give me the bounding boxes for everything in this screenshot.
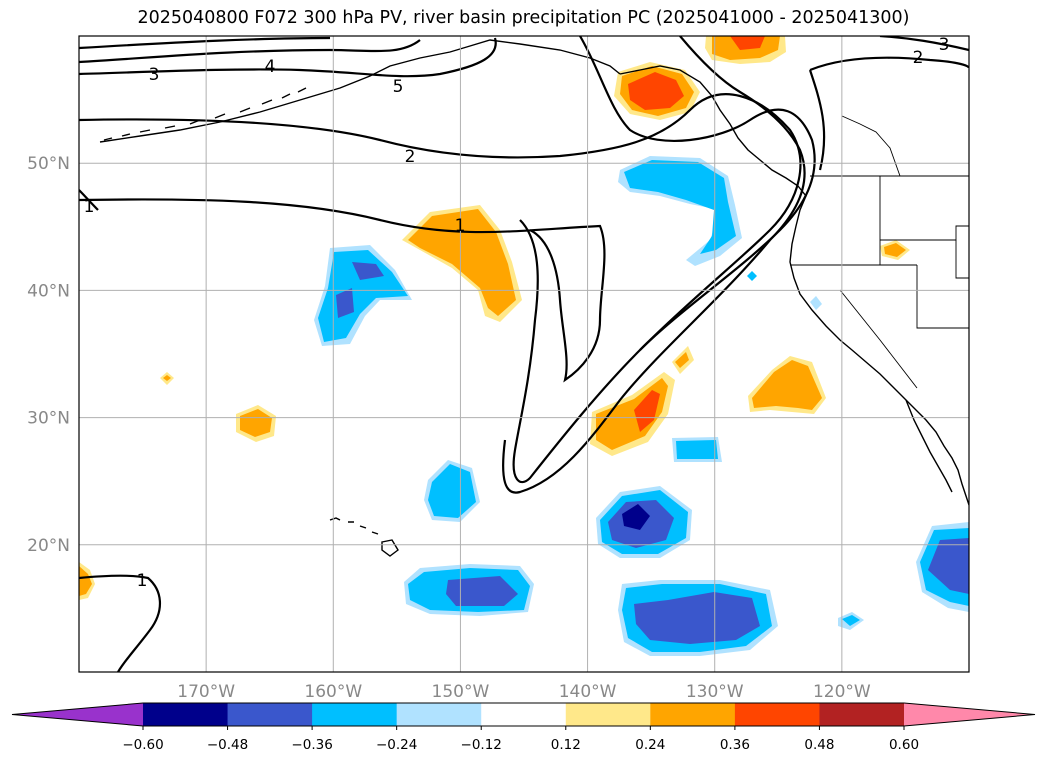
colorbar-segment — [396, 703, 482, 726]
colorbar-label: 0.12 — [551, 737, 581, 753]
contour-label: 2 — [405, 147, 416, 167]
contour-label: 3 — [939, 35, 950, 55]
lon-tick-label: 160°W — [304, 682, 362, 702]
lat-tick-label: 30°N — [27, 409, 70, 429]
colorbar-segment — [819, 703, 905, 726]
colorbar-label: −0.36 — [291, 737, 332, 753]
pv-contour-1-west — [79, 189, 99, 211]
colorbar-segment — [481, 703, 567, 726]
negative-anomaly-south-hawaii — [404, 564, 534, 616]
lat-tick-label: 50°N — [27, 154, 70, 174]
coastlines — [99, 39, 969, 557]
contour-label: 1 — [455, 216, 466, 236]
panhandle-coast — [619, 65, 969, 506]
pv-contour-outer — [502, 36, 806, 494]
pv-contour-2b — [579, 36, 816, 351]
positive-anomaly-central-pacific — [402, 205, 522, 322]
colorbar-label: 0.60 — [889, 737, 919, 753]
gridlines — [79, 36, 969, 672]
state-border-2 — [880, 225, 969, 241]
latitude-labels: 50°N 40°N 30°N 20°N — [27, 154, 70, 556]
positive-anomaly-west — [236, 405, 276, 442]
negative-anomaly-west-pacific — [314, 245, 412, 346]
contour-label: 3 — [149, 65, 160, 85]
canada-interior — [841, 115, 901, 177]
negative-anomaly-pacific-northwest — [618, 156, 742, 266]
contour-label: 2 — [913, 48, 924, 68]
lon-tick-label: 120°W — [813, 682, 871, 702]
state-border-3 — [916, 265, 969, 329]
colorbar-label: 0.24 — [635, 737, 665, 753]
colorbar-label: −0.60 — [122, 737, 163, 753]
alaska-coast — [99, 39, 621, 143]
positive-anomaly-california-coast — [748, 356, 826, 414]
hawaii-islands — [329, 517, 399, 557]
pv-contour-1 — [79, 198, 606, 383]
contour-label: 1 — [84, 197, 95, 217]
borders — [790, 115, 969, 389]
colorbar-label: 0.36 — [720, 737, 750, 753]
colorbar-extend-low — [12, 703, 143, 726]
colorbar-label: −0.48 — [207, 737, 248, 753]
colorbar-segment — [227, 703, 313, 726]
map-frame — [78, 35, 970, 673]
state-border-5 — [955, 240, 969, 279]
negative-anomaly-strong — [596, 486, 692, 558]
colorbar-segment — [565, 703, 651, 726]
colorbar-extend-high — [904, 703, 1035, 726]
pv-contour-5 — [79, 36, 331, 50]
colorbar-label: 0.48 — [804, 737, 834, 753]
lon-tick-label: 140°W — [559, 682, 617, 702]
colorbar-label: −0.24 — [376, 737, 417, 753]
map-title: 2025040800 F072 300 hPa PV, river basin … — [137, 8, 910, 28]
pv-contour-1-south — [79, 574, 161, 672]
contour-labels: 3 4 5 2 1 1 3 2 1 — [84, 35, 950, 591]
colorbar: −0.60 −0.48 −0.36 −0.24 −0.12 0.12 0.24 0.36 0.4… — [11, 702, 1036, 753]
contour-label: 5 — [393, 77, 404, 97]
map-area: 3 4 5 2 1 1 3 2 1 — [79, 35, 969, 672]
colorbar-segment — [734, 703, 820, 726]
pv-contour-4 — [79, 39, 421, 64]
aleutian-islands — [103, 87, 307, 141]
positive-anomaly-gulf-of-alaska — [614, 62, 700, 120]
colorbar-segment — [143, 703, 229, 726]
baja-coast — [905, 399, 953, 493]
positive-anomaly-northeast — [705, 36, 786, 64]
contour-label: 1 — [137, 571, 148, 591]
contour-label: 4 — [265, 57, 276, 77]
positive-anomaly-subtropical — [590, 346, 694, 456]
longitude-labels: 170°W 160°W 150°W 140°W 130°W 120°W — [177, 682, 871, 702]
pv-contour-2-east — [808, 56, 969, 171]
lat-tick-label: 20°N — [27, 536, 70, 556]
lon-tick-label: 130°W — [686, 682, 744, 702]
precipitation-shading — [79, 36, 969, 656]
negative-anomaly-hawaii-north — [424, 460, 480, 522]
colorbar-label: −0.12 — [461, 737, 502, 753]
lon-tick-label: 170°W — [177, 682, 235, 702]
lon-tick-label: 150°W — [432, 682, 490, 702]
negative-anomaly-southeast — [618, 580, 778, 656]
pv-contour-3-east — [879, 36, 969, 52]
colorbar-segment — [312, 703, 398, 726]
pv-contours — [79, 36, 969, 672]
pv-contour-2 — [79, 93, 802, 484]
colorbar-segment — [650, 703, 736, 726]
lat-tick-label: 40°N — [27, 281, 70, 301]
negative-anomaly-small — [672, 437, 722, 462]
state-border-ca-nv — [839, 289, 918, 389]
pv-contour-3 — [79, 37, 497, 78]
